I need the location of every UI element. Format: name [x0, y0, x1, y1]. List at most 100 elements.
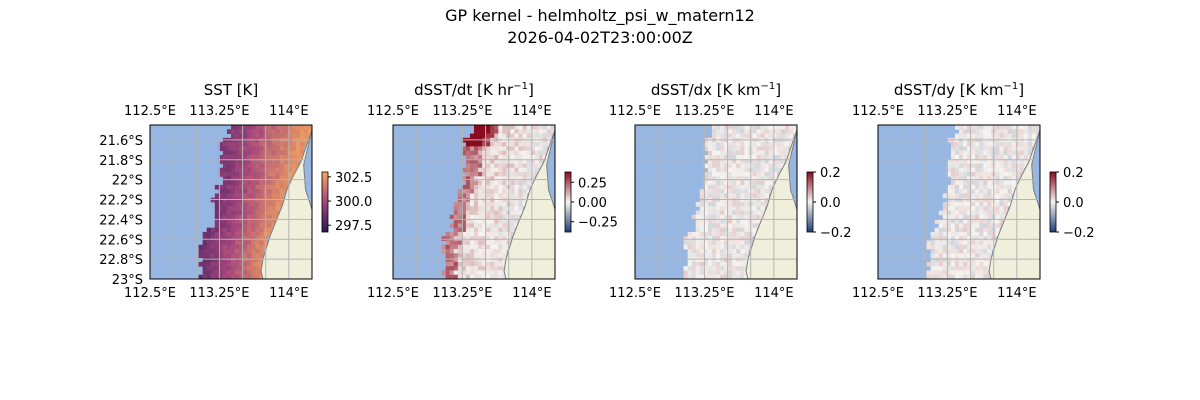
data-cell	[222, 193, 228, 199]
data-cell	[776, 167, 782, 173]
figure-title: GP kernel - helmholtz_psi_w_matern12	[445, 6, 755, 25]
data-cell	[239, 133, 244, 139]
data-cell	[736, 154, 741, 160]
data-cell	[247, 266, 252, 271]
data-cell	[251, 253, 256, 259]
data-cell	[478, 133, 483, 139]
data-cell	[703, 257, 709, 263]
data-cell	[740, 202, 745, 207]
data-cell	[251, 249, 256, 254]
data-cell	[255, 197, 260, 203]
data-cell	[226, 210, 232, 216]
data-cell	[946, 202, 952, 207]
data-cell	[699, 240, 705, 246]
map-area-sst	[150, 125, 312, 279]
data-cell	[938, 244, 944, 250]
data-cell	[975, 214, 980, 220]
data-cell	[247, 129, 252, 134]
data-cell	[728, 240, 733, 246]
data-cell	[231, 261, 236, 267]
data-cell	[740, 253, 745, 259]
data-cell	[760, 133, 765, 139]
data-cell	[222, 142, 228, 147]
data-cell	[457, 223, 463, 229]
panel-dx: dSST/dx [K km−1]112.5°E112.5°E113.25°E11…	[609, 81, 852, 301]
data-cell	[251, 133, 256, 139]
data-cell	[303, 129, 309, 134]
data-cell	[716, 219, 721, 224]
data-cell	[299, 133, 305, 139]
data-cell	[1023, 125, 1029, 130]
data-cell	[752, 193, 757, 199]
data-cell	[979, 270, 984, 276]
data-cell	[1007, 180, 1013, 186]
data-cell	[983, 154, 988, 160]
data-cell	[728, 150, 733, 156]
data-cell	[518, 125, 523, 130]
data-cell	[469, 227, 475, 233]
data-cell	[963, 163, 968, 169]
data-cell	[1019, 154, 1025, 160]
data-cell	[720, 223, 725, 229]
data-cell	[287, 133, 293, 139]
data-cell	[950, 270, 956, 276]
data-cell	[942, 236, 948, 241]
data-cell	[724, 167, 729, 173]
land-mass	[745, 129, 797, 279]
data-cell	[967, 214, 972, 220]
data-cell	[963, 240, 968, 246]
data-cell	[259, 261, 264, 267]
data-cell	[975, 202, 980, 207]
data-cell	[995, 180, 1000, 186]
data-cell	[756, 163, 761, 169]
data-cell	[999, 206, 1004, 211]
data-cell	[995, 231, 1000, 237]
data-cell	[736, 214, 741, 220]
data-cell	[959, 210, 964, 216]
data-cell	[226, 202, 232, 207]
data-cell	[445, 231, 451, 237]
data-cell	[954, 176, 960, 182]
data-cell	[235, 154, 240, 160]
data-cell	[514, 163, 519, 169]
data-cell	[954, 163, 960, 169]
data-cell	[926, 244, 932, 250]
data-cell	[457, 214, 463, 220]
data-cell	[239, 244, 244, 250]
data-cell	[222, 236, 228, 241]
data-cell	[482, 240, 487, 246]
data-cell	[699, 249, 705, 254]
data-cell	[445, 261, 451, 267]
data-cell	[1007, 159, 1013, 164]
data-cell	[271, 180, 276, 186]
data-cell	[482, 193, 487, 199]
data-cell	[283, 172, 289, 177]
data-cell	[214, 253, 220, 259]
data-cell	[514, 142, 519, 147]
data-cell	[222, 176, 228, 182]
data-cell	[950, 197, 956, 203]
data-cell	[461, 202, 467, 207]
data-cell	[449, 231, 455, 237]
data-cell	[534, 167, 540, 173]
data-cell	[999, 133, 1004, 139]
data-cell	[999, 159, 1004, 164]
data-cell	[720, 202, 725, 207]
data-cell	[214, 219, 220, 224]
data-cell	[950, 274, 956, 279]
data-cell	[716, 184, 721, 190]
data-cell	[756, 197, 761, 203]
data-cell	[247, 150, 252, 156]
data-cell	[255, 236, 260, 241]
data-cell	[1003, 150, 1008, 156]
data-cell	[752, 133, 757, 139]
data-cell	[494, 184, 499, 190]
data-cell	[720, 197, 725, 203]
data-cell	[514, 210, 519, 216]
data-cell	[518, 172, 523, 177]
data-cell	[255, 214, 260, 220]
data-cell	[449, 261, 455, 267]
gridlines	[878, 125, 1040, 279]
data-cell	[486, 227, 491, 233]
data-cell	[542, 133, 548, 139]
